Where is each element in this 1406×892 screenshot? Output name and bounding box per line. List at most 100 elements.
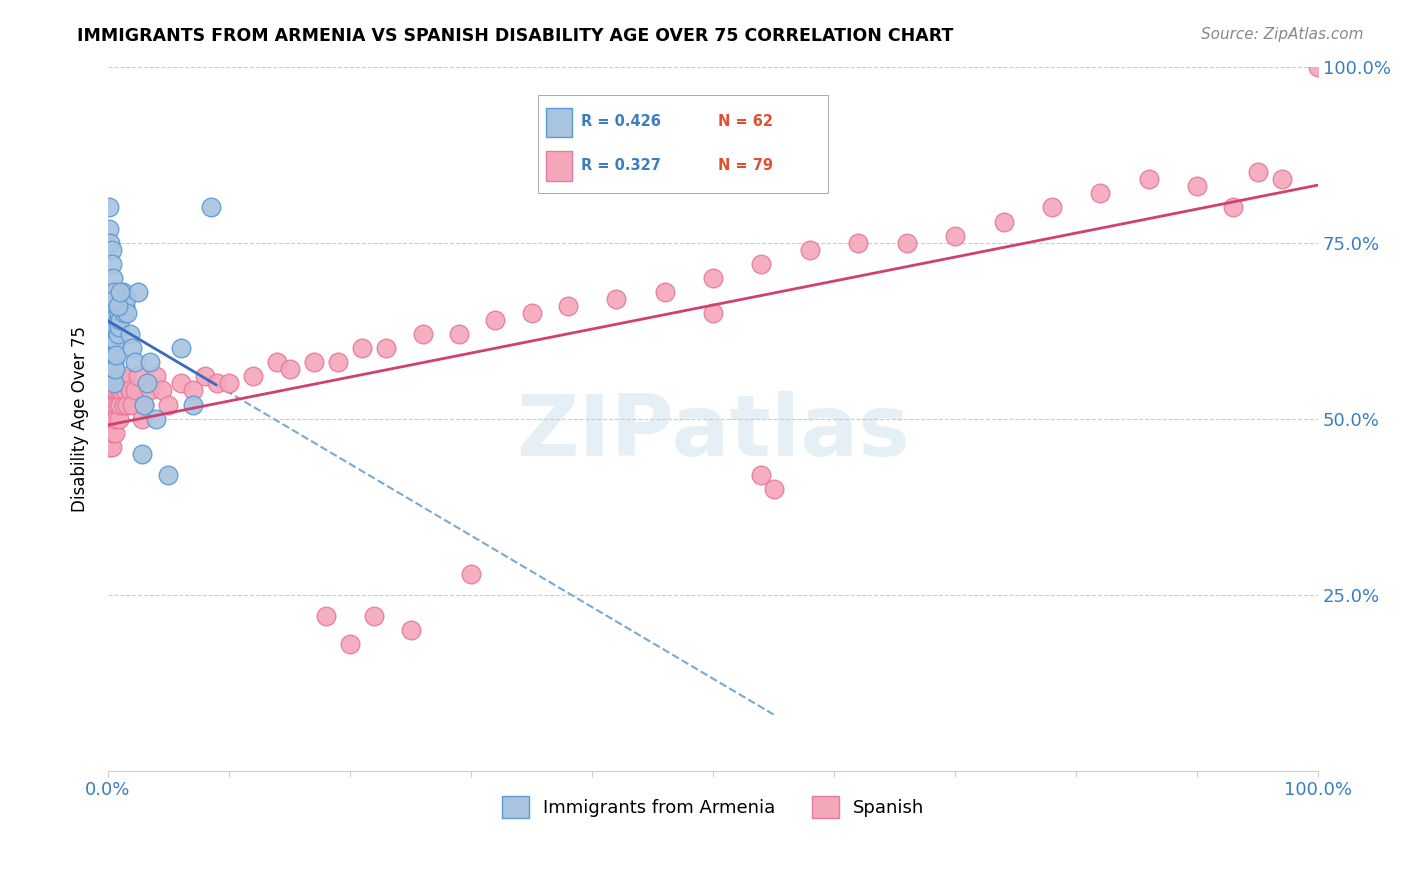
Point [100,327,122,342]
Point [751,257,773,271]
Point [104,425,127,440]
Point [100,384,122,398]
Point [100,257,122,271]
Point [108,398,131,412]
Point [110,384,132,398]
Point [1185,179,1208,194]
Point [107,299,129,313]
Point [107,327,129,342]
Point [101,320,124,334]
Point [108,384,131,398]
Point [484,313,506,327]
Point [124,355,146,369]
Point [134,398,156,412]
Y-axis label: Disability Age Over 75: Disability Age Over 75 [72,326,89,512]
Point [98,306,121,320]
Point [114,299,136,313]
Point [100,341,122,355]
Point [108,411,131,425]
Point [702,270,724,285]
Point [1271,172,1294,186]
Point [103,384,125,398]
Point [105,334,128,349]
Point [447,327,470,342]
Point [108,313,131,327]
Point [127,285,149,299]
Point [104,362,127,376]
Point [103,411,125,425]
Point [124,384,146,398]
Point [169,376,191,391]
Point [101,334,124,349]
Point [135,376,157,391]
Point [100,235,122,250]
Point [1246,165,1268,179]
Point [702,306,724,320]
Point [363,608,385,623]
Point [100,243,122,257]
Point [266,355,288,369]
Point [107,398,129,412]
Point [799,243,821,257]
Point [352,341,374,355]
Point [100,440,122,454]
Point [751,467,773,482]
Point [118,327,141,342]
Point [139,355,162,369]
Point [98,425,121,440]
Point [943,228,966,243]
Point [100,313,122,327]
Point [139,384,162,398]
Point [101,398,124,412]
Point [111,285,134,299]
Point [315,608,337,623]
Point [100,411,122,425]
Point [200,201,222,215]
Point [127,369,149,384]
Point [654,285,676,299]
Point [157,467,180,482]
Point [100,327,122,342]
Point [115,369,138,384]
Point [98,201,121,215]
Point [145,411,167,425]
Point [98,221,121,235]
Point [103,362,125,376]
Point [104,334,127,349]
Point [846,235,869,250]
Point [993,214,1015,228]
Point [1137,172,1160,186]
Point [1090,186,1112,201]
Legend: Immigrants from Armenia, Spanish: Immigrants from Armenia, Spanish [495,789,932,825]
Point [107,313,129,327]
Point [520,306,543,320]
Point [194,369,217,384]
Point [117,398,139,412]
Point [108,369,131,384]
Point [101,270,124,285]
Point [105,348,128,362]
Point [278,362,301,376]
Point [302,355,325,369]
Point [105,384,128,398]
Point [100,355,122,369]
Point [100,411,122,425]
Point [557,299,579,313]
Point [134,398,156,412]
Point [100,369,122,384]
Point [103,355,125,369]
Point [98,398,121,412]
Point [108,285,131,299]
Point [218,376,240,391]
Point [112,398,135,412]
Point [101,348,124,362]
Point [375,341,398,355]
Point [121,398,143,412]
Point [145,369,167,384]
Point [110,292,132,306]
Point [1222,201,1244,215]
Point [339,637,361,651]
Point [157,398,180,412]
Point [108,306,131,320]
Point [107,369,129,384]
